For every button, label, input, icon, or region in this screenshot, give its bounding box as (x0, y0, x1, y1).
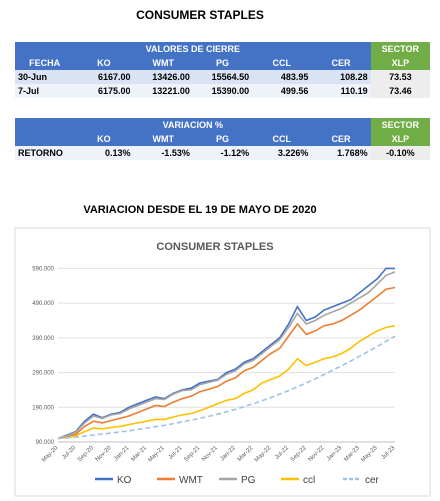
chart-title: CONSUMER STAPLES (156, 241, 273, 253)
group-header: VARIACION % (15, 118, 371, 132)
cell: RETORNO (15, 146, 75, 160)
chart-heading: VARIACION DESDE EL 19 DE MAYO DE 2020 (83, 204, 317, 216)
column-header: PG (192, 132, 253, 146)
y-tick-label: 290.000 (32, 371, 54, 377)
cell: 6175.00 (74, 84, 134, 98)
blank-header (15, 132, 75, 146)
cell: 7-Jul (15, 84, 75, 98)
column-header: CER (311, 56, 371, 70)
column-header: FECHA (15, 56, 75, 70)
page-title: CONSUMER STAPLES (136, 8, 264, 22)
y-tick-label: 490.000 (32, 301, 54, 307)
column-header: CCL (252, 132, 312, 146)
cell: 13221.00 (133, 84, 193, 98)
column-header: WMT (133, 132, 193, 146)
y-tick-label: 90.000 (36, 440, 55, 446)
legend-label: PG (241, 475, 256, 486)
column-header: CER (311, 132, 371, 146)
closing-table: VALORES DE CIERRE SECTOR FECHA KO WMT PG CCL C… (15, 42, 430, 98)
cell: 6167.00 (74, 70, 134, 84)
series-line (57, 286, 396, 440)
series-line (57, 324, 396, 440)
cell: 483.95 (252, 70, 312, 84)
cell: 13426.00 (133, 70, 193, 84)
cell: 30-Jun (15, 70, 75, 84)
column-header: XLP (370, 132, 430, 146)
column-header: WMT (133, 56, 193, 70)
chart-frame (14, 227, 431, 497)
cell: 15390.00 (192, 84, 253, 98)
legend-label: WMT (179, 475, 203, 486)
cell: 108.28 (311, 70, 371, 84)
cell: -0.10% (370, 146, 430, 160)
y-tick-label: 590.000 (32, 266, 54, 272)
cell: -1.12% (192, 146, 253, 160)
column-header: KO (74, 132, 134, 146)
sector-header: SECTOR (370, 118, 430, 132)
column-header: KO (74, 56, 134, 70)
cell: -1.53% (133, 146, 193, 160)
cell: 1.768% (311, 146, 371, 160)
cell: 73.53 (370, 70, 430, 84)
cell: 0.13% (74, 146, 134, 160)
series-line (57, 271, 396, 440)
cell: 499.56 (252, 84, 312, 98)
y-tick-label: 190.000 (32, 405, 54, 411)
group-header: VALORES DE CIERRE (15, 42, 371, 56)
cell: 15564.50 (192, 70, 253, 84)
column-header: CCL (252, 56, 312, 70)
y-tick-label: 390.000 (32, 336, 54, 342)
cell: 3.226% (252, 146, 312, 160)
cell: 110.19 (311, 84, 371, 98)
legend-label: KO (117, 475, 132, 486)
variation-table: VARIACION % SECTOR KO WMT PG CCL CER XLP RETOR… (15, 118, 430, 160)
sector-header: SECTOR (370, 42, 430, 56)
legend-label: ccl (303, 475, 315, 486)
legend-label: cer (365, 475, 380, 486)
column-header: XLP (370, 56, 430, 70)
series-line (57, 335, 396, 440)
column-header: PG (192, 56, 253, 70)
cell: 73.46 (370, 84, 430, 98)
